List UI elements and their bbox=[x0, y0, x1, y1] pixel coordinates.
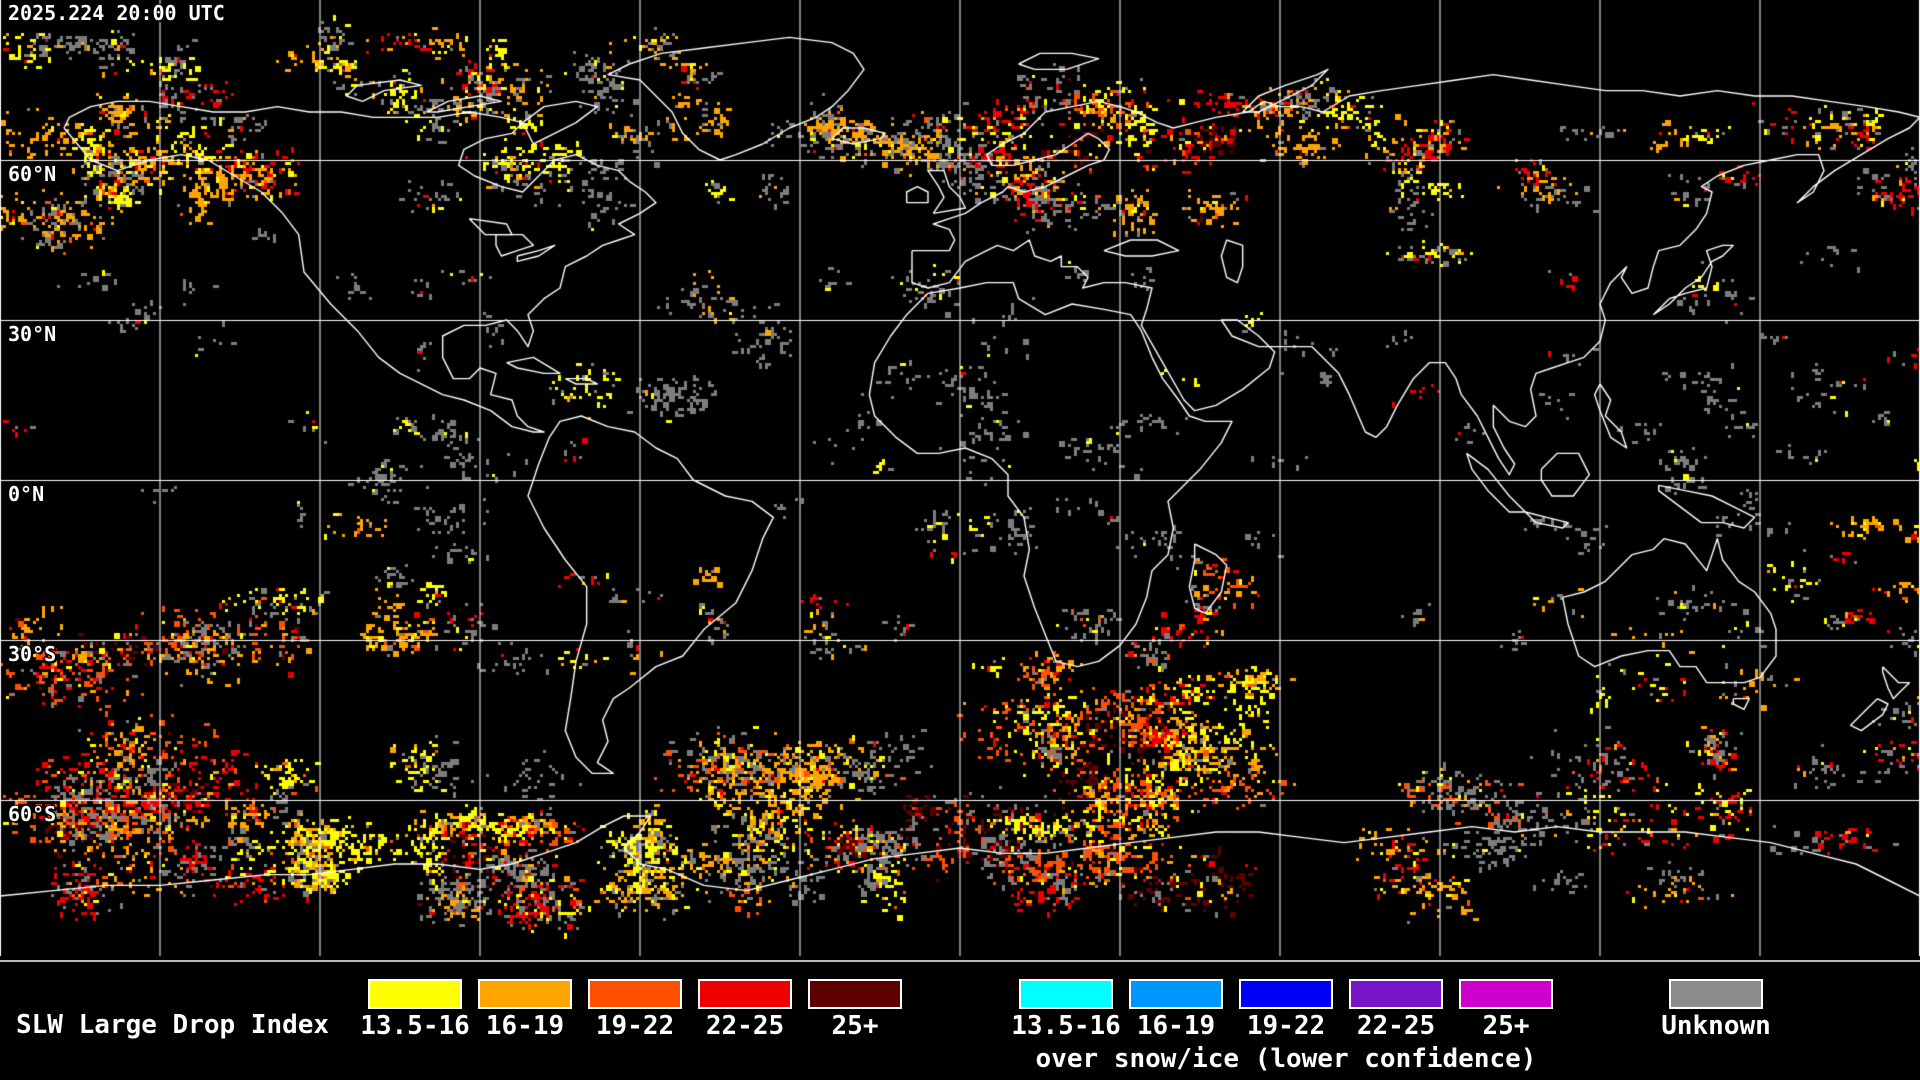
legend-item: 13.5-16 bbox=[1011, 979, 1121, 1049]
legend-item: 16-19 bbox=[1129, 979, 1223, 1049]
latitude-label: 30°S bbox=[8, 642, 57, 666]
legend-swatch bbox=[368, 979, 462, 1009]
legend-range-label: 13.5-16 bbox=[1011, 1011, 1121, 1041]
legend-item: 25+ bbox=[808, 979, 902, 1049]
legend-range-label: Unknown bbox=[1661, 1011, 1771, 1041]
legend-swatch bbox=[588, 979, 682, 1009]
legend-item: 16-19 bbox=[478, 979, 572, 1049]
legend-range-label: 16-19 bbox=[485, 1011, 565, 1041]
legend-range-label: 22-25 bbox=[705, 1011, 785, 1041]
legend-item: 22-25 bbox=[698, 979, 792, 1049]
legend-swatch bbox=[1129, 979, 1223, 1009]
legend-swatch bbox=[1019, 979, 1113, 1009]
latitude-label: 30°N bbox=[8, 322, 57, 346]
legend-range-label: 25+ bbox=[831, 1011, 879, 1041]
map-legend-divider bbox=[0, 960, 1920, 962]
timestamp: 2025.224 20:00 UTC bbox=[8, 1, 225, 25]
legend-range-label: 16-19 bbox=[1136, 1011, 1216, 1041]
latitude-label: 0°N bbox=[8, 482, 45, 506]
legend-swatch bbox=[1349, 979, 1443, 1009]
latitude-label: 60°S bbox=[8, 802, 57, 826]
legend-range-label: 22-25 bbox=[1356, 1011, 1436, 1041]
legend-subtitle: over snow/ice (lower confidence) bbox=[1035, 1044, 1537, 1074]
legend-bar: SLW Large Drop Index 13.5-16 16-19 19-22 22… bbox=[0, 962, 1920, 1080]
legend-range-label: 13.5-16 bbox=[360, 1011, 470, 1041]
world-map-canvas bbox=[0, 0, 1920, 960]
legend-item: 19-22 bbox=[588, 979, 682, 1049]
legend-item: 19-22 bbox=[1239, 979, 1333, 1049]
legend-range-label: 25+ bbox=[1482, 1011, 1530, 1041]
legend-range-label: 19-22 bbox=[1246, 1011, 1326, 1041]
legend-title: SLW Large Drop Index bbox=[16, 1010, 330, 1040]
legend-item: 25+ bbox=[1459, 979, 1553, 1049]
legend-swatch bbox=[478, 979, 572, 1009]
legend-swatch bbox=[1459, 979, 1553, 1009]
legend-item: 22-25 bbox=[1349, 979, 1443, 1049]
legend-item: Unknown bbox=[1661, 979, 1771, 1049]
legend-swatch bbox=[1669, 979, 1763, 1009]
latitude-label: 60°N bbox=[8, 162, 57, 186]
legend-swatch bbox=[808, 979, 902, 1009]
legend-swatch bbox=[698, 979, 792, 1009]
legend-swatch bbox=[1239, 979, 1333, 1009]
legend-range-label: 19-22 bbox=[595, 1011, 675, 1041]
legend-item: 13.5-16 bbox=[360, 979, 470, 1049]
